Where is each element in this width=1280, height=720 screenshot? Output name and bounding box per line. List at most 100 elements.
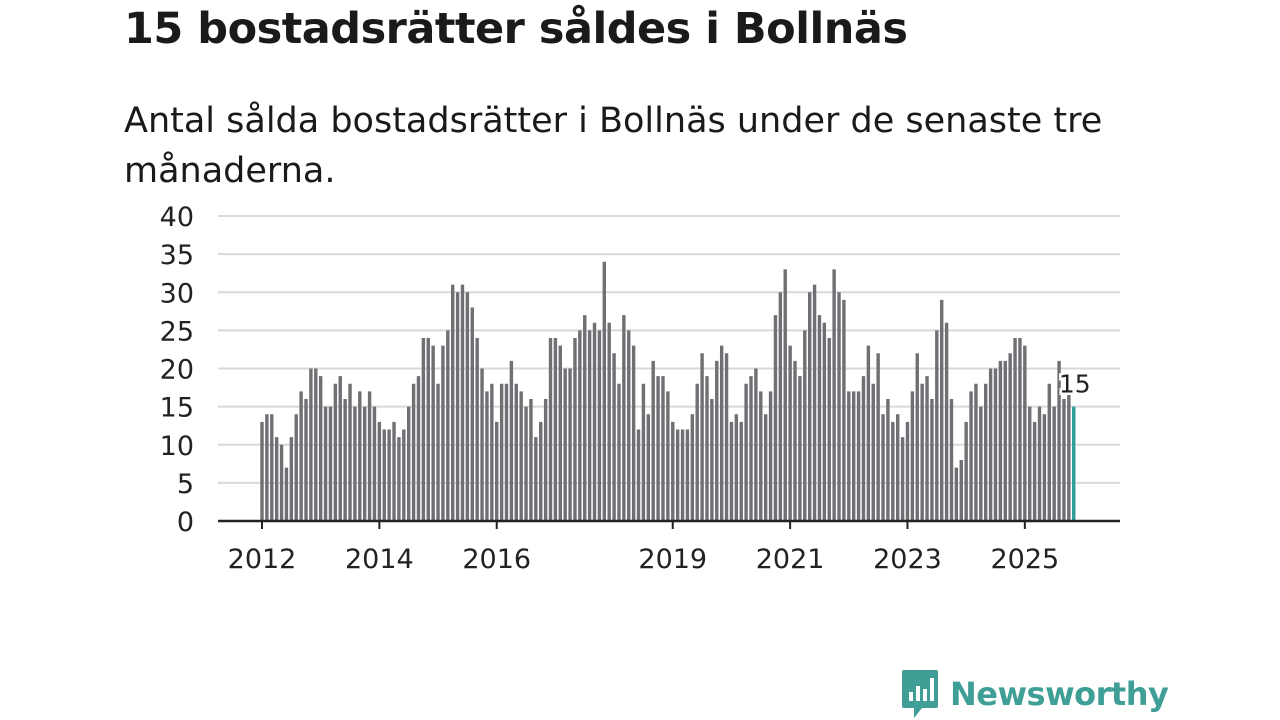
bar [499, 383, 504, 521]
bar [788, 345, 792, 522]
bar [279, 444, 284, 521]
bar [866, 345, 871, 522]
x-tick-label: 2016 [462, 544, 531, 575]
bar [915, 353, 919, 521]
bar [1047, 383, 1051, 521]
bar [803, 330, 807, 522]
bar [495, 421, 499, 522]
bar [587, 330, 592, 522]
bar [397, 437, 401, 522]
bar [377, 421, 382, 522]
bar [563, 368, 567, 521]
bar [348, 383, 352, 521]
bar [441, 345, 445, 522]
bar [847, 391, 851, 522]
bar [451, 284, 455, 522]
bar [524, 406, 528, 522]
bar [314, 368, 318, 521]
bar [490, 383, 494, 521]
bar [641, 383, 646, 521]
bar [744, 383, 748, 521]
bar [783, 269, 787, 522]
bar [754, 368, 758, 521]
bar [905, 421, 910, 522]
bar [353, 406, 357, 522]
last-value-label: 15 [1059, 370, 1091, 399]
bar [328, 406, 333, 522]
bar [656, 376, 660, 522]
bar [455, 292, 460, 521]
bar [1037, 406, 1042, 522]
bar [759, 391, 763, 522]
y-tick-label: 30 [160, 278, 194, 309]
bar [485, 391, 489, 522]
bar-highlight [1072, 406, 1076, 522]
bar [519, 391, 523, 522]
bar [1057, 360, 1061, 522]
bar [607, 322, 611, 521]
bar [671, 421, 675, 522]
bar [749, 376, 753, 522]
bar [817, 315, 822, 522]
bar [1062, 399, 1066, 521]
bar [573, 338, 577, 521]
bar [299, 391, 303, 522]
bar [651, 360, 655, 522]
bar [724, 353, 729, 521]
newsworthy-logo-icon [902, 670, 938, 718]
newsworthy-logo-text: Newsworthy [950, 675, 1169, 713]
bar [993, 368, 998, 521]
bar [475, 338, 479, 521]
bar [318, 376, 323, 522]
bar [798, 376, 802, 522]
x-axis-ticks: 2012 2014 2016 2019 2021 2023 2025 [228, 521, 1059, 575]
bar [807, 292, 812, 521]
bar [612, 353, 616, 521]
bar [338, 376, 342, 522]
bar [822, 322, 827, 521]
bar [984, 383, 988, 521]
bar [837, 292, 841, 521]
bar [558, 345, 562, 522]
bar [592, 322, 597, 521]
bar [636, 429, 641, 521]
bar [812, 284, 817, 522]
bar-series [260, 261, 1076, 522]
bar [680, 429, 685, 521]
bar [856, 391, 861, 522]
x-tick-label: 2019 [638, 544, 707, 575]
bar [411, 383, 416, 521]
bar [431, 345, 435, 522]
bar [333, 383, 338, 521]
bar [1052, 406, 1056, 522]
bar [362, 406, 367, 522]
bar [583, 315, 587, 522]
bar [553, 338, 558, 521]
bar [925, 376, 929, 522]
bar [416, 376, 421, 522]
bar [666, 391, 670, 522]
bar [343, 399, 347, 521]
bar [534, 437, 538, 522]
bar [881, 414, 885, 521]
bar [529, 399, 533, 521]
y-tick-label: 10 [160, 431, 194, 462]
bar [959, 460, 963, 521]
bar [323, 406, 328, 522]
bar [719, 345, 724, 522]
bar [597, 330, 602, 522]
bar [661, 376, 665, 522]
bar [886, 399, 890, 521]
bar [260, 421, 264, 522]
bar [685, 429, 690, 521]
annotations: 15 [1056, 367, 1093, 401]
bar [548, 338, 553, 521]
bar [734, 414, 739, 521]
bar [446, 330, 450, 522]
bar [739, 421, 743, 522]
bar [842, 299, 846, 522]
bar [851, 391, 856, 522]
bar [900, 437, 905, 522]
bar [274, 437, 279, 522]
